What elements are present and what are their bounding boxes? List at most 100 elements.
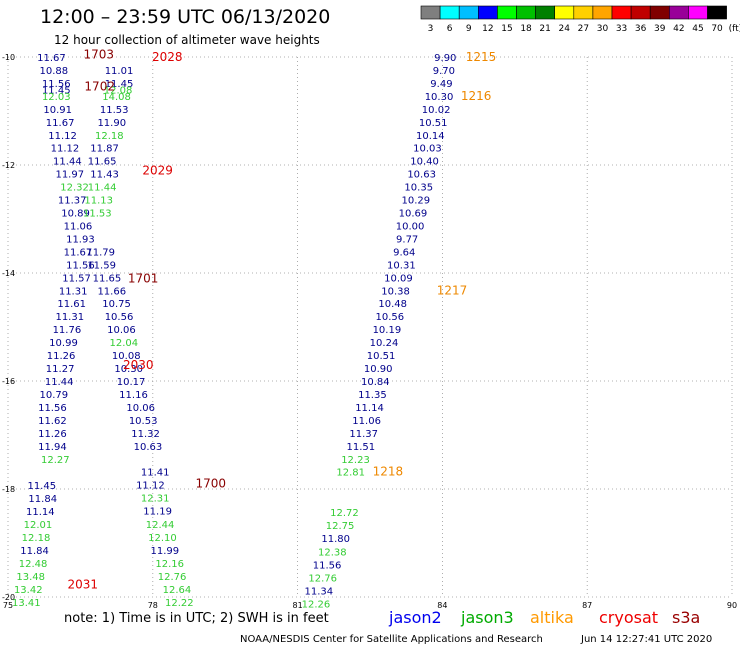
wave-height-label: 11.59 bbox=[87, 260, 116, 271]
y-tick-label: -20 bbox=[2, 593, 15, 602]
wave-height-label: 10.40 bbox=[410, 157, 439, 168]
y-tick-label: -12 bbox=[2, 161, 15, 170]
wave-height-label: 11.44 bbox=[45, 377, 74, 388]
pass-time-label: 1217 bbox=[437, 283, 468, 297]
wave-height-label: 11.51 bbox=[347, 442, 376, 453]
wave-height-label: 12.16 bbox=[155, 559, 184, 570]
wave-height-label: 11.35 bbox=[358, 390, 387, 401]
wave-height-label: 11.26 bbox=[47, 351, 76, 362]
wave-height-label: 11.45 bbox=[27, 481, 56, 492]
legend-altika: altika bbox=[530, 608, 574, 627]
wave-height-label: 11.56 bbox=[66, 260, 95, 271]
color-scale-label: 36 bbox=[635, 24, 647, 34]
wave-height-label: 10.35 bbox=[404, 183, 433, 194]
wave-height-label: 10.63 bbox=[134, 442, 163, 453]
wave-height-label: 11.57 bbox=[62, 273, 91, 284]
wave-height-label: 12.76 bbox=[158, 572, 187, 583]
wave-height-label: 11.90 bbox=[97, 118, 126, 129]
wave-height-label: 10.90 bbox=[364, 364, 393, 375]
wave-height-label: 11.31 bbox=[59, 286, 88, 297]
wave-height-label: 11.67 bbox=[46, 118, 75, 129]
wave-height-label: 12.81 bbox=[336, 468, 365, 479]
wave-height-label: 11.12 bbox=[136, 481, 165, 492]
wave-height-label: 11.34 bbox=[305, 587, 334, 598]
pass-time-label: 1216 bbox=[461, 89, 492, 103]
wave-height-label: 11.26 bbox=[38, 429, 67, 440]
credit-line: NOAA/NESDIS Center for Satellite Applica… bbox=[240, 634, 543, 645]
wave-height-label: 11.67 bbox=[64, 247, 93, 258]
color-scale-label: 9 bbox=[466, 24, 472, 34]
wave-height-label: 11.79 bbox=[86, 247, 115, 258]
x-tick-label: 75 bbox=[3, 601, 13, 610]
pass-time-label: 1703 bbox=[83, 47, 114, 61]
wave-height-label: 12.44 bbox=[146, 520, 175, 531]
wave-height-label: 12.76 bbox=[308, 574, 337, 585]
pass-time-label: 1218 bbox=[373, 465, 404, 479]
pass-time-label: 2028 bbox=[152, 50, 183, 64]
wave-height-label: 10.69 bbox=[399, 209, 428, 220]
wave-height-label: 10.06 bbox=[107, 325, 136, 336]
wave-height-label: 10.03 bbox=[413, 144, 442, 155]
wave-height-label: 10.14 bbox=[416, 131, 445, 142]
wave-height-label: 12.32 bbox=[60, 183, 89, 194]
wave-height-label: 11.45 bbox=[42, 85, 71, 96]
wave-height-label: 12.31 bbox=[141, 494, 170, 505]
chart-subtitle: 12 hour collection of altimeter wave hei… bbox=[54, 33, 320, 47]
x-tick-label: 90 bbox=[727, 601, 737, 610]
legend-jason3: jason3 bbox=[461, 608, 514, 627]
wave-height-label: 10.24 bbox=[370, 338, 399, 349]
wave-height-label: 11.53 bbox=[100, 105, 129, 116]
wave-height-label: 10.53 bbox=[129, 416, 158, 427]
wave-height-label: 11.27 bbox=[46, 364, 75, 375]
wave-height-label: 11.12 bbox=[48, 131, 77, 142]
wave-height-label: 10.75 bbox=[102, 299, 131, 310]
wave-height-label: 11.65 bbox=[88, 157, 117, 168]
pass-time-label: 1702 bbox=[84, 80, 115, 94]
y-tick-label: -14 bbox=[2, 269, 15, 278]
wave-height-label: 10.19 bbox=[373, 325, 402, 336]
wave-height-label: 11.84 bbox=[20, 546, 49, 557]
wave-height-label: 10.30 bbox=[114, 364, 143, 375]
wave-height-label: 11.13 bbox=[84, 196, 113, 207]
wave-height-label: 13.14 bbox=[8, 611, 37, 612]
y-tick-label: -10 bbox=[2, 53, 15, 62]
wave-height-label: 12.27 bbox=[41, 455, 70, 466]
wave-height-label: 9.90 bbox=[434, 53, 456, 64]
wave-height-label: 11.45 bbox=[105, 79, 134, 90]
wave-height-label: 10.88 bbox=[40, 66, 69, 77]
wave-height-label: 11.61 bbox=[57, 299, 86, 310]
wave-height-label: 10.29 bbox=[402, 196, 431, 207]
color-scale-label: 21 bbox=[539, 24, 550, 34]
wave-height-label: 10.84 bbox=[361, 377, 390, 388]
wave-height-label: 10.02 bbox=[422, 105, 451, 116]
wave-height-label: 10.99 bbox=[49, 338, 78, 349]
wave-height-label: 11.80 bbox=[321, 534, 350, 545]
wave-height-label: 10.89 bbox=[61, 209, 90, 220]
wave-height-label: 12.38 bbox=[318, 548, 347, 559]
color-scale-label: 39 bbox=[654, 24, 666, 34]
pass-time-label: 1215 bbox=[466, 50, 497, 64]
wave-height-label: 10.56 bbox=[375, 312, 404, 323]
wave-height-label: 10.08 bbox=[112, 351, 141, 362]
wave-height-label: 12.08 bbox=[104, 85, 133, 96]
wave-height-label: 12.03 bbox=[42, 92, 71, 103]
wave-height-label: 11.16 bbox=[119, 390, 148, 401]
wave-height-plot: 75 78 81 84 87 90 -10 -12 -14 -16 -18 -20 9.90 9.70 9.… bbox=[2, 47, 737, 612]
wave-height-label: 11.67 bbox=[37, 53, 66, 64]
wave-height-label: 10.51 bbox=[367, 351, 396, 362]
wave-height-label: 11.76 bbox=[53, 325, 82, 336]
wave-height-label: 14.08 bbox=[102, 92, 131, 103]
wave-height-label: 10.38 bbox=[381, 286, 410, 297]
color-swatch bbox=[707, 5, 727, 20]
color-scale-label: 18 bbox=[520, 24, 532, 34]
wave-height-label: 12.18 bbox=[22, 533, 51, 544]
wave-height-label: 12.10 bbox=[148, 533, 177, 544]
y-tick-label: -16 bbox=[2, 377, 15, 386]
wave-height-label: 10.91 bbox=[43, 105, 72, 116]
wave-height-label: 12.22 bbox=[165, 598, 194, 609]
wave-height-label: 11.06 bbox=[64, 221, 93, 232]
pass-time-label: 2029 bbox=[142, 163, 173, 177]
wave-height-label: 11.65 bbox=[93, 273, 122, 284]
wave-height-label: 11.56 bbox=[42, 79, 71, 90]
